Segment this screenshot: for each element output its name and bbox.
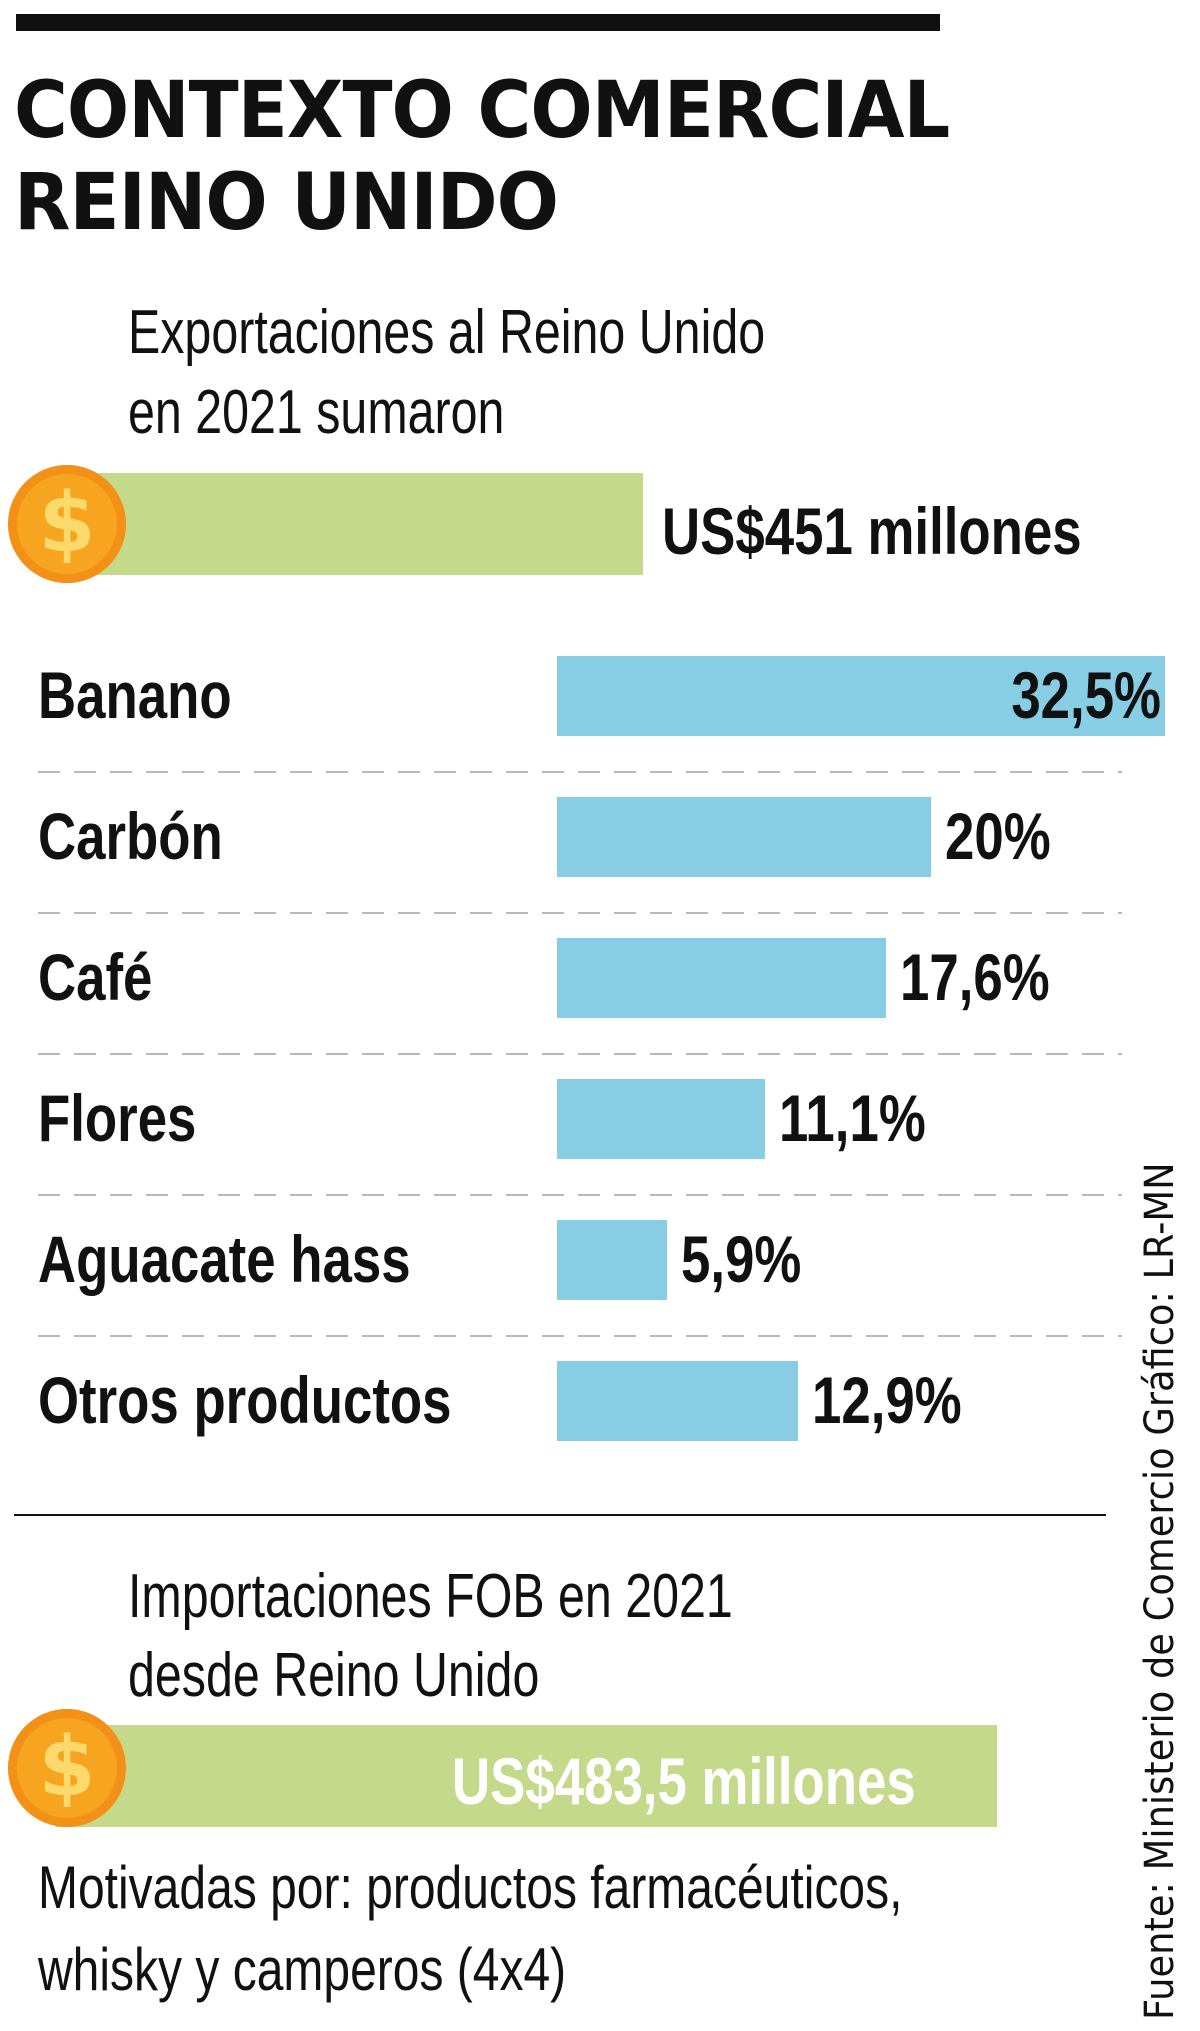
exports-total-bar — [56, 473, 643, 575]
imports-total-value: US$483,5 millones — [452, 1744, 916, 1818]
dollar-coin-icon: $ — [8, 465, 126, 583]
exports-text-line-2: en 2021 sumaron — [128, 378, 505, 447]
imports-note-line-2: whisky y camperos (4x4) — [38, 1936, 567, 2003]
value-label: 5,9% — [681, 1222, 801, 1296]
category-label: Otros productos — [38, 1363, 452, 1437]
bar-aguacate-hass — [557, 1220, 667, 1300]
top-rule — [16, 14, 940, 31]
imports-note-line-1: Motivadas por: productos farmacéuticos, — [38, 1854, 903, 1921]
bar-flores — [557, 1079, 765, 1159]
bar-banano — [557, 656, 1165, 736]
source-credit: Fuente: Ministerio de Comercio Gráfico: … — [1137, 1162, 1183, 2020]
value-label: 17,6% — [900, 940, 1050, 1014]
value-label: 32,5% — [1011, 658, 1161, 732]
section-divider — [14, 1514, 1106, 1516]
value-label: 12,9% — [812, 1363, 962, 1437]
imports-text-line-1: Importaciones FOB en 2021 — [128, 1562, 733, 1631]
value-label: 11,1% — [779, 1081, 926, 1155]
imports-total-bar — [56, 1725, 997, 1827]
bar-otros-productos — [557, 1361, 798, 1441]
category-label: Banano — [38, 658, 232, 732]
imports-text-line-2: desde Reino Unido — [128, 1641, 540, 1710]
bar-carbon — [557, 797, 931, 877]
page-title-line-1: CONTEXTO COMERCIAL — [14, 66, 950, 156]
category-label: Café — [38, 940, 152, 1014]
page-title-line-2: REINO UNIDO — [14, 158, 559, 248]
category-label: Aguacate hass — [38, 1222, 411, 1296]
category-label: Carbón — [38, 799, 223, 873]
exports-total-value: US$451 millones — [662, 494, 1082, 568]
exports-text-line-1: Exportaciones al Reino Unido — [128, 298, 766, 367]
value-label: 20% — [945, 799, 1051, 873]
category-label: Flores — [38, 1081, 196, 1155]
bar-cafe — [557, 938, 886, 1018]
dollar-coin-icon: $ — [8, 1709, 126, 1827]
